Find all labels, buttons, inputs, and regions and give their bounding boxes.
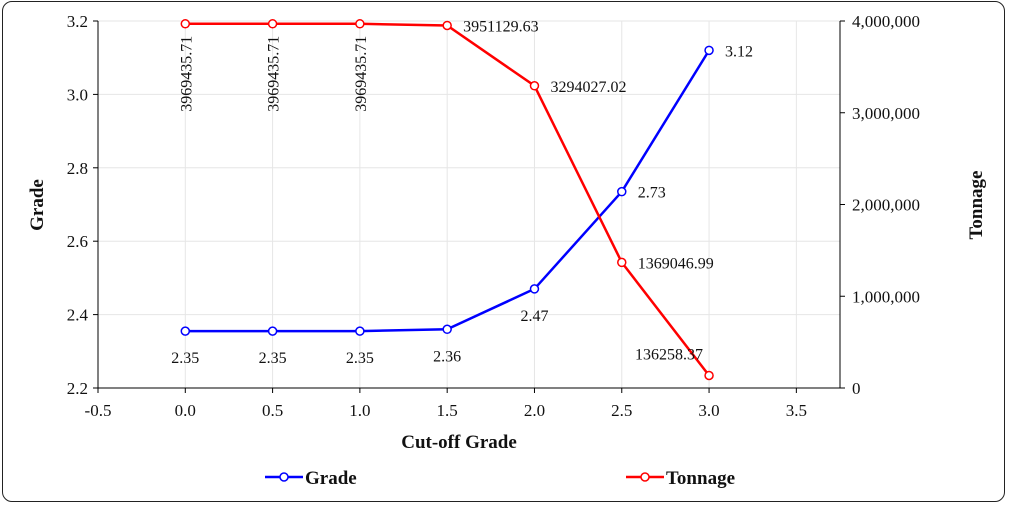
grade-data-label: 2.35 — [346, 350, 374, 367]
data-point-tonnage — [529, 81, 540, 91]
y2-tick-label: 0 — [852, 379, 861, 398]
grade-data-label: 2.36 — [433, 348, 461, 365]
data-point-tonnage — [704, 370, 714, 381]
tonnage-data-label: 3951129.63 — [463, 18, 538, 35]
tonnage-data-label: 3969435.71 — [353, 36, 370, 112]
y2-tick-label: 4,000,000 — [852, 12, 920, 31]
tonnage-data-label: 1369046.99 — [638, 255, 714, 272]
data-point-tonnage — [267, 19, 278, 29]
grade-data-label: 2.47 — [520, 308, 548, 325]
x-tick-label: -0.5 — [85, 401, 112, 420]
y-tick-label: 3.0 — [67, 85, 88, 104]
data-point-grade — [442, 324, 452, 335]
data-point-tonnage — [180, 19, 191, 29]
x-tick-label: 0.0 — [175, 401, 196, 420]
x-axis-title: Cut-off Grade — [401, 432, 517, 453]
grade-data-label: 2.73 — [638, 185, 666, 202]
x-tick-label: 1.0 — [349, 401, 370, 420]
data-point-grade — [180, 326, 191, 336]
grade-data-label: 3.12 — [725, 43, 753, 60]
data-point-grade — [267, 326, 278, 336]
y-axis-title: Grade — [27, 179, 48, 231]
tonnage-data-label: 3294027.02 — [550, 79, 626, 96]
x-tick-label: 2.5 — [611, 401, 632, 420]
y-tick-label: 2.8 — [67, 159, 88, 178]
y-tick-label: 3.2 — [67, 12, 88, 31]
y-tick-label: 2.4 — [67, 306, 89, 325]
y-tick-label: 2.6 — [67, 232, 88, 251]
legend-marker-grade — [279, 472, 289, 482]
data-point-grade — [617, 186, 627, 197]
data-point-tonnage — [355, 19, 365, 29]
tonnage-data-label: 3969435.71 — [266, 36, 283, 112]
tonnage-data-label: 3969435.71 — [178, 36, 195, 112]
x-tick-label: 0.5 — [262, 401, 283, 420]
data-point-tonnage — [617, 257, 627, 268]
y2-tick-label: 1,000,000 — [852, 287, 920, 306]
data-point-grade — [355, 326, 365, 336]
y2-tick-label: 2,000,000 — [852, 196, 920, 215]
data-point-grade — [704, 45, 714, 56]
y2-axis-title: Tonnage — [966, 171, 987, 240]
y-tick-label: 2.2 — [67, 379, 88, 398]
legend-label-tonnage: Tonnage — [666, 468, 735, 489]
x-tick-label: 3.0 — [698, 401, 719, 420]
legend-marker-tonnage — [640, 472, 650, 482]
x-tick-label: 1.5 — [437, 401, 458, 420]
data-point-grade — [529, 284, 540, 294]
y2-tick-label: 3,000,000 — [852, 104, 920, 123]
grade-data-label: 2.35 — [259, 350, 287, 367]
legend-label-grade: Grade — [305, 468, 357, 489]
grade-data-label: 2.35 — [171, 350, 199, 367]
data-point-tonnage — [442, 20, 452, 31]
x-tick-label: 3.5 — [786, 401, 807, 420]
x-tick-label: 2.0 — [524, 401, 545, 420]
tonnage-data-label: 136258.37 — [635, 346, 703, 363]
